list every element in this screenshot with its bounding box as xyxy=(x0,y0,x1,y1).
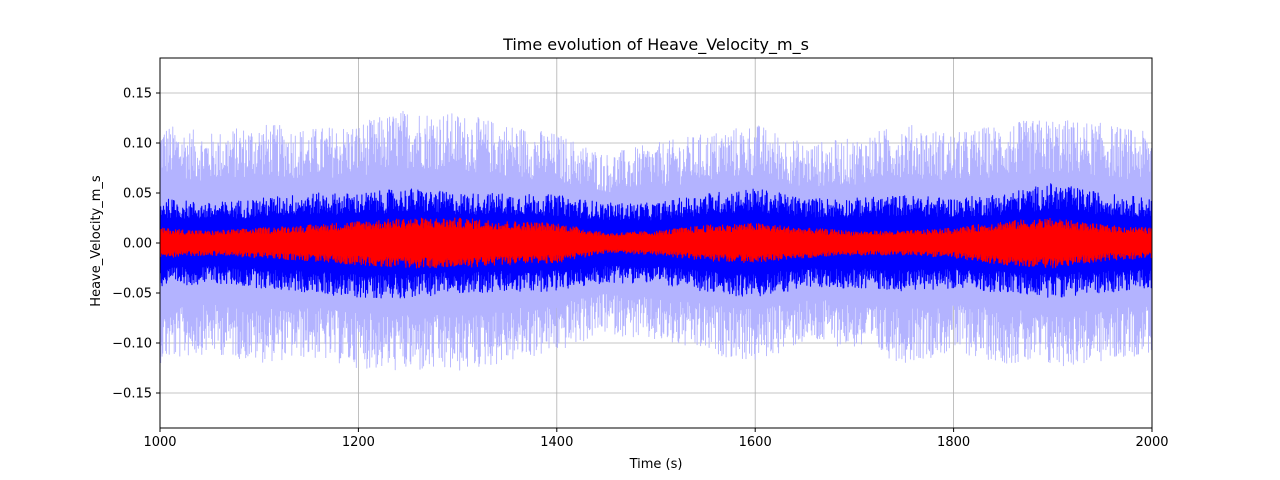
x-tick-label: 1600 xyxy=(739,435,772,450)
x-tick-label: 1400 xyxy=(540,435,573,450)
y-tick-label: −0.10 xyxy=(112,337,152,352)
series-line-3 xyxy=(160,217,1152,269)
y-tick-label: −0.05 xyxy=(112,287,152,302)
chart-title: Time evolution of Heave_Velocity_m_s xyxy=(502,35,809,55)
y-tick-label: 0.15 xyxy=(123,87,152,102)
y-axis-label: Heave_Velocity_m_s xyxy=(89,175,104,307)
y-tick-label: 0.00 xyxy=(123,237,152,252)
ticks-layer: 1000 1200 1400 1600 1800 2000 −0.15 −0.10 −0.05 0… xyxy=(112,87,1168,451)
y-tick-label: 0.10 xyxy=(123,137,152,152)
x-tick-label: 1800 xyxy=(937,435,970,450)
series-layer xyxy=(160,110,1152,371)
x-tick-label: 1000 xyxy=(143,435,176,450)
x-tick-label: 1200 xyxy=(342,435,375,450)
y-tick-label: −0.15 xyxy=(112,387,152,402)
y-tick-label: 0.05 xyxy=(123,187,152,202)
x-axis-label: Time (s) xyxy=(629,457,683,472)
x-tick-label: 2000 xyxy=(1135,435,1168,450)
